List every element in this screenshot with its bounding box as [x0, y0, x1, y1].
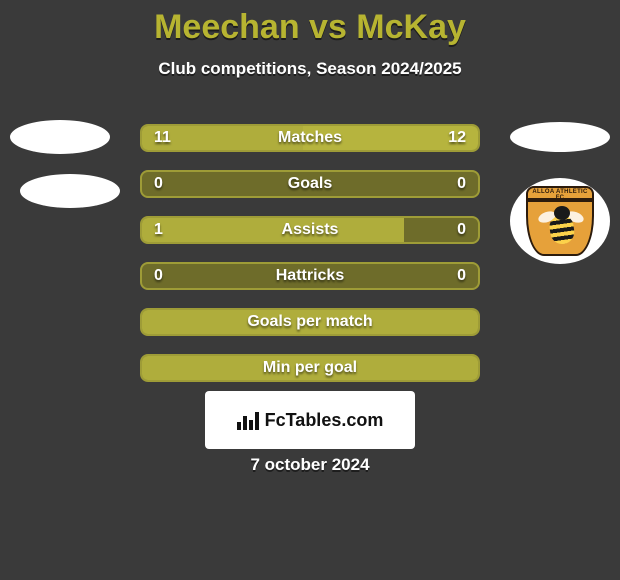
date-text: 7 october 2024: [0, 455, 620, 475]
club-shield-icon: ALLOA ATHLETIC FC: [526, 186, 594, 256]
comparison-bars: Matches1112Goals00Assists10Hattricks00Go…: [140, 124, 480, 400]
left-club-oval-1: [10, 120, 110, 154]
club-shield-stripe: [528, 198, 592, 202]
stat-label: Goals per match: [142, 310, 478, 334]
stat-value-left: 11: [142, 126, 183, 150]
brand-text: FcTables.com: [265, 410, 384, 431]
stat-label: Min per goal: [142, 356, 478, 380]
stat-row: Assists1 0: [140, 216, 480, 244]
stat-value-right: 0: [445, 172, 478, 196]
right-club-badge: ALLOA ATHLETIC FC: [510, 178, 610, 264]
stat-label: Assists: [142, 218, 478, 242]
wasp-icon: [538, 206, 586, 248]
infographic-root: Meechan vs McKay Club competitions, Seas…: [0, 0, 620, 580]
page-title: Meechan vs McKay: [0, 0, 620, 47]
stat-value-right: 0: [445, 218, 478, 242]
stat-row: Matches11 12: [140, 124, 480, 152]
stat-label: Goals: [142, 172, 478, 196]
left-club-oval-2: [20, 174, 120, 208]
bars-icon: [237, 410, 259, 430]
stat-row: Goals0 0: [140, 170, 480, 198]
right-club-oval-top: [510, 122, 610, 152]
stat-row: Min per goal: [140, 354, 480, 382]
stat-row: Hattricks0 0: [140, 262, 480, 290]
stat-value-left: 0: [142, 264, 175, 288]
brand-badge: FcTables.com: [205, 391, 415, 449]
stat-value-left: 1: [142, 218, 175, 242]
stat-row: Goals per match: [140, 308, 480, 336]
stat-label: Hattricks: [142, 264, 478, 288]
stat-label: Matches: [142, 126, 478, 150]
stat-value-right: 12: [436, 126, 478, 150]
subtitle: Club competitions, Season 2024/2025: [0, 59, 620, 79]
stat-value-right: 0: [445, 264, 478, 288]
stat-value-left: 0: [142, 172, 175, 196]
